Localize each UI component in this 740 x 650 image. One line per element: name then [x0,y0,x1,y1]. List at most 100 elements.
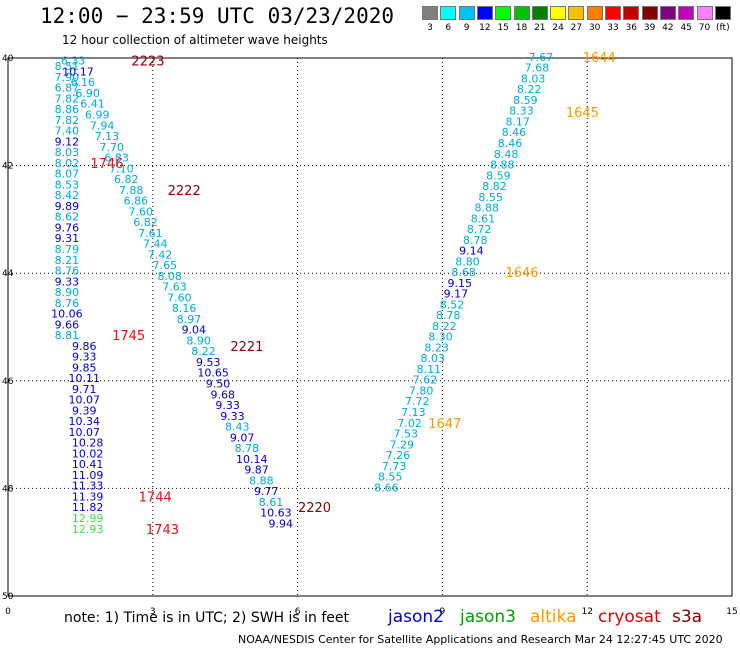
pass-time-label: 1645 [566,106,599,121]
wave-height-value: 8.03 [420,352,445,365]
wave-height-value: 8.52 [440,298,465,311]
wave-height-value: 6.86 [124,195,149,208]
pass-time-label: 2221 [230,340,263,355]
color-swatch [623,6,640,20]
wave-height-value: 8.08 [157,270,182,283]
wave-height-value: 6.82 [133,216,158,229]
wave-height-value: 7.88 [119,184,144,197]
wave-height-value: 8.07 [55,168,80,181]
color-swatch-label: 27 [570,23,583,33]
wave-height-value: 7.61 [138,227,163,240]
wave-height-value: 9.71 [72,383,97,396]
color-swatch [641,6,658,20]
wave-height-value: 7.72 [405,395,430,408]
satellite-legend-item: jason2 [388,607,444,627]
wave-height-value: 7.13 [95,130,120,143]
wave-height-value: 8.90 [186,334,211,347]
plot-frame [7,57,733,597]
wave-height-value: 7.94 [90,119,115,132]
wave-height-value: 9.89 [55,200,80,213]
wave-height-value: 8.22 [432,320,457,333]
wave-height-value: 8.21 [55,254,80,267]
wave-height-value: 9.12 [55,135,80,148]
satellite-legend-item: s3a [672,607,703,627]
y-tick-label: 44 [2,269,14,279]
wave-height-value: 8.11 [417,363,442,376]
pass-time-label: 1745 [112,329,145,344]
color-swatch-label: 18 [515,23,528,33]
wave-height-value: 8.72 [467,223,492,236]
wave-height-value: 7.60 [167,291,192,304]
x-tick-label: 0 [5,607,11,617]
color-swatch [550,6,567,20]
color-swatch [678,6,695,20]
wave-height-value: 10.28 [72,437,104,450]
x-tick-label: 6 [295,607,301,617]
wave-height-value: 6.90 [75,87,100,100]
pass-time-label: 1646 [505,266,538,281]
wave-height-value: 8.33 [509,105,534,118]
wave-height-value: 8.46 [498,137,523,150]
credit-line: NOAA/NESDIS Center for Satellite Applica… [238,633,723,646]
wave-height-value: 9.50 [206,377,231,390]
y-tick-label: 40 [2,54,14,64]
color-swatch [495,6,512,20]
wave-height-value: 9.86 [72,340,97,353]
pass-time-label: 1744 [139,490,172,505]
wave-height-value: 6.83 [104,152,129,165]
wave-height-value: 7.67 [529,51,554,64]
wave-height-value: 7.70 [100,141,125,154]
color-swatch-label: 30 [588,23,601,33]
wave-height-value: 9.07 [230,431,255,444]
y-tick-label: 50 [2,592,14,602]
wave-height-value: 8.68 [451,266,476,279]
color-swatch [714,6,731,20]
color-swatch [586,6,603,20]
wave-height-value: 10.63 [260,507,292,520]
wave-height-value: 11.09 [72,469,104,482]
wave-height-value: 8.81 [55,329,80,342]
wave-height-value: 9.66 [55,318,80,331]
wave-height-value: 8.76 [55,297,80,310]
wave-height-value: 7.90 [55,71,80,84]
color-swatch [513,6,530,20]
wave-height-value: 11.39 [72,490,104,503]
color-swatch-label: 3 [427,23,433,33]
wave-height-value: 8.76 [55,265,80,278]
wave-height-value: 7.44 [143,238,168,251]
wave-height-value: 7.82 [55,92,80,105]
wave-height-value: 12.99 [72,512,104,525]
wave-height-value: 8.55 [378,471,403,484]
wave-height-value: 8.23 [424,341,449,354]
wave-height-value: 7.60 [128,205,153,218]
wave-height-value: 9.33 [215,399,240,412]
wave-height-value: 7.65 [153,259,178,272]
wave-height-value: 8.22 [517,83,542,96]
color-swatch [422,6,438,20]
wave-height-value: 7.73 [382,460,407,473]
wave-height-value: 10.02 [72,447,104,460]
satellite-legend-item: cryosat [598,607,661,627]
wave-height-value: 6.99 [85,108,110,121]
wave-height-value: 8.78 [463,234,488,247]
wave-height-value: 7.42 [148,248,173,261]
pass-time-label: 1743 [146,523,179,538]
x-tick-label: 3 [150,607,156,617]
page-subtitle: 12 hour collection of altimeter wave hei… [62,33,328,47]
x-tick-label: 9 [440,607,446,617]
wave-height-value: 9.04 [182,324,207,337]
wave-height-value: 7.13 [401,406,426,419]
wave-height-value: 7.68 [525,62,550,75]
wave-height-value: 6.82 [114,173,139,186]
wave-height-value: 9.31 [55,232,80,245]
color-swatch-label: 42 [662,23,674,33]
wave-height-value: 7.80 [409,384,434,397]
wave-height-value: 7.29 [390,438,415,451]
color-swatch-label: (ft) [716,23,730,33]
color-swatch-label: 70 [698,23,711,33]
pass-time-label: 2222 [168,184,201,199]
color-swatch [568,6,585,20]
wave-height-value: 8.78 [235,442,260,455]
wave-height-value: 8.88 [475,202,500,215]
